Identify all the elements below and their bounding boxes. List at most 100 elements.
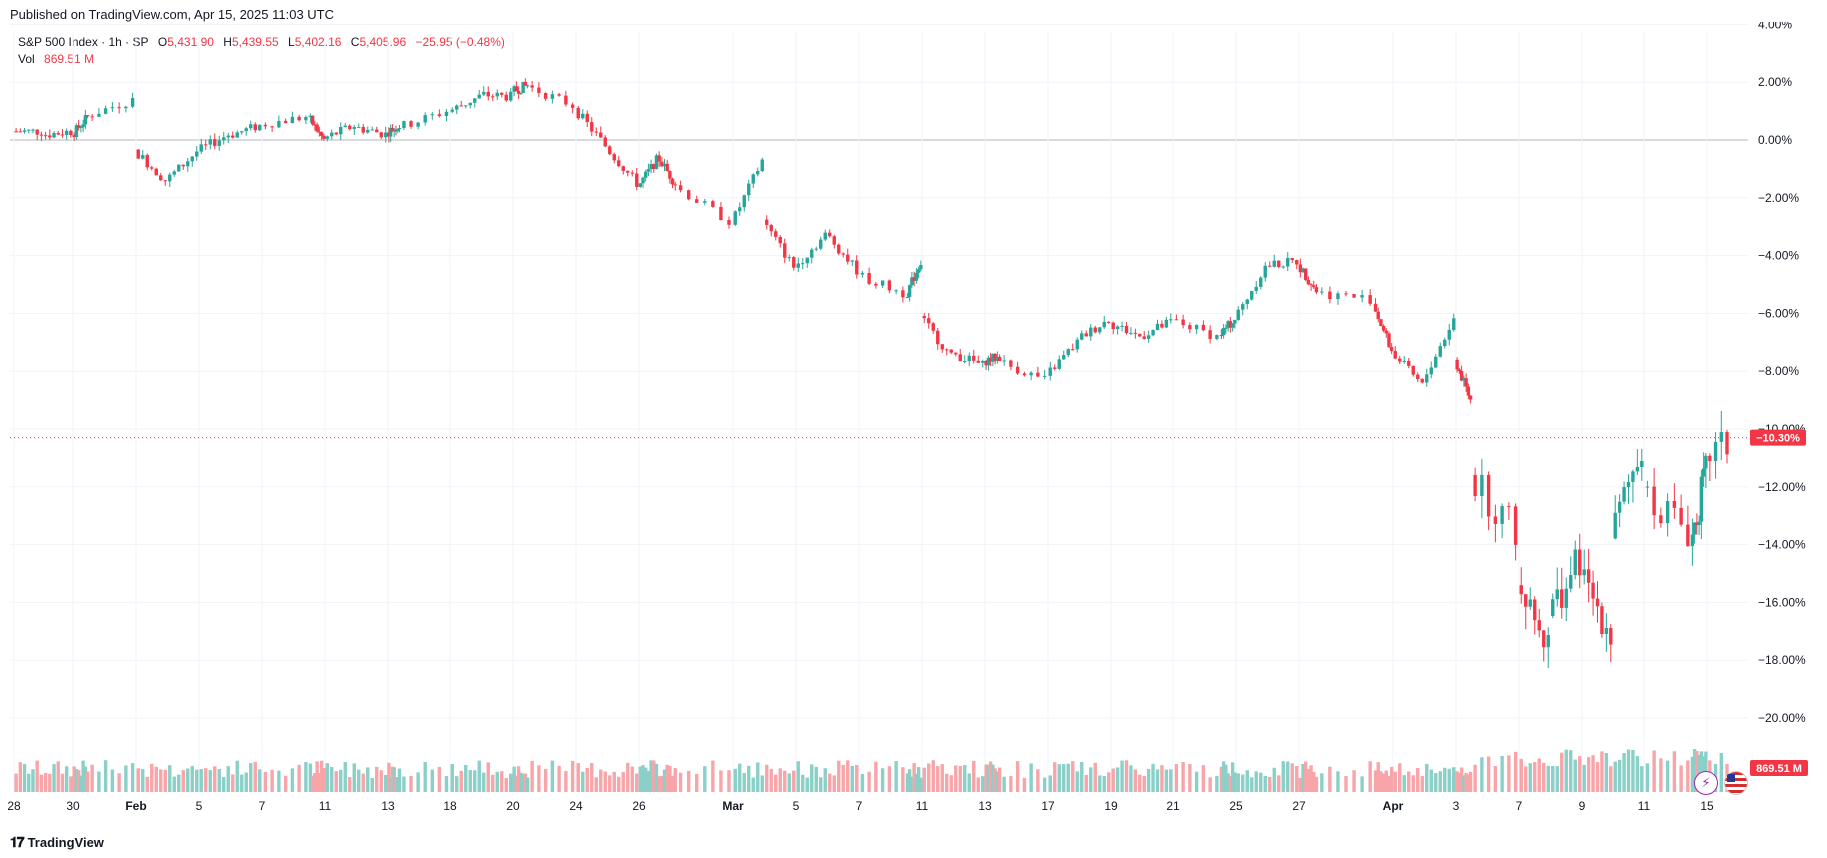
volume-bar	[711, 760, 715, 792]
candle-body	[519, 92, 523, 94]
y-tick-label: −4.00%	[1758, 249, 1799, 263]
candle-body	[1259, 277, 1263, 287]
candle-body	[392, 129, 396, 132]
tradingview-logo-icon: 𝟏𝟕	[10, 834, 25, 850]
candle-body	[1075, 339, 1079, 350]
candle-body	[742, 195, 746, 208]
volume-bar	[617, 776, 621, 792]
volume-bar	[1169, 769, 1173, 792]
y-tick-label: −16.00%	[1758, 595, 1806, 609]
published-header: Published on TradingView.com, Apr 15, 20…	[10, 7, 334, 22]
volume-bar	[163, 769, 167, 792]
x-tick-label: 11	[1638, 799, 1651, 813]
x-tick-label: 27	[1292, 799, 1306, 813]
x-tick-label: 24	[569, 799, 583, 813]
volume-bar	[1328, 766, 1332, 792]
candle-body	[1142, 336, 1146, 339]
volume-bar	[319, 760, 324, 792]
volume-bar	[514, 775, 519, 792]
candle-body	[85, 115, 90, 117]
candle-body	[48, 135, 52, 138]
y-tick-label: −14.00%	[1758, 538, 1806, 552]
volume-bar	[1208, 777, 1212, 792]
volume-bar	[397, 768, 402, 792]
candle-body	[1228, 321, 1233, 328]
us-flag-icon[interactable]	[1724, 771, 1748, 795]
candle-body	[343, 125, 347, 127]
volume-bar	[997, 767, 1002, 792]
y-tick-label: −6.00%	[1758, 306, 1799, 320]
candle-body	[1542, 630, 1546, 648]
volume-bar	[963, 765, 967, 792]
candle-body	[409, 121, 413, 127]
volume-bar	[931, 760, 935, 792]
volume-bar	[1640, 766, 1644, 792]
candle-body	[1493, 516, 1498, 524]
candle-body	[213, 139, 217, 146]
candle-body	[894, 290, 898, 292]
candle-body	[277, 120, 281, 128]
candle-body	[1519, 585, 1523, 595]
volume-bar	[491, 774, 495, 792]
volume-bar	[1042, 777, 1047, 792]
volume-bar	[39, 774, 44, 792]
volume-bar	[1360, 776, 1364, 792]
volume-bar	[1635, 756, 1640, 792]
volume-bar	[1600, 751, 1604, 792]
candle-body	[1560, 589, 1564, 608]
candle-body	[388, 127, 393, 137]
symbol-label[interactable]: S&P 500 Index · 1h · SP	[18, 35, 149, 49]
candle-body	[430, 114, 434, 116]
volume-bar	[1233, 772, 1237, 792]
volume-bar	[523, 773, 528, 792]
volume-bar	[60, 773, 65, 792]
candle-body	[1626, 481, 1631, 488]
candle-body	[1048, 367, 1052, 376]
candle-body	[1464, 378, 1468, 387]
volume-bar	[226, 766, 230, 792]
volume-bar	[516, 766, 521, 792]
volume-bar	[612, 771, 616, 792]
candle-body	[654, 155, 659, 170]
candle-body	[1393, 351, 1397, 359]
volume-bar	[905, 773, 910, 792]
volume-bar	[1398, 763, 1402, 792]
volume-bar	[1298, 777, 1303, 792]
candle-body	[1233, 319, 1237, 324]
candle-body	[1102, 321, 1106, 328]
volume-bar	[976, 777, 980, 792]
candle-body	[464, 105, 468, 107]
volume-bar	[1188, 764, 1192, 792]
volume-bar	[841, 764, 845, 792]
footer-brand[interactable]: 𝟏𝟕 TradingView	[10, 834, 104, 851]
candle-body	[339, 126, 343, 135]
volume-bar	[1457, 772, 1462, 792]
volume-bar	[124, 765, 128, 792]
volume-bar	[141, 769, 145, 792]
candle-body	[1645, 486, 1650, 488]
candle-body	[823, 232, 827, 240]
volume-bar	[1468, 771, 1473, 792]
candle-body	[1480, 474, 1484, 497]
candle-body	[1686, 524, 1690, 547]
candle-body	[756, 171, 760, 175]
volume-bar	[14, 773, 18, 792]
x-tick-label: 7	[856, 799, 863, 813]
candle-body	[1368, 295, 1372, 304]
volume-bar	[1524, 766, 1528, 792]
candle-body	[244, 128, 248, 132]
volume-bar	[85, 771, 90, 792]
volume-bar	[387, 762, 391, 792]
candle-body	[860, 272, 865, 275]
volume-bar	[322, 767, 326, 792]
price-chart[interactable]: 4.00% 2.00% 0.00% −2.00% −4.00% −6.00% −8.00% −…	[0, 22, 1827, 822]
volume-bar	[283, 775, 288, 792]
candle-body	[18, 131, 23, 133]
candle-body	[927, 318, 931, 324]
volume-bar	[1459, 767, 1464, 792]
volume-bar	[1075, 771, 1079, 792]
candle-body	[1268, 265, 1272, 267]
lightning-icon[interactable]: ⚡	[1694, 771, 1718, 795]
volume-bar	[649, 760, 653, 792]
volume-bar	[599, 769, 603, 792]
